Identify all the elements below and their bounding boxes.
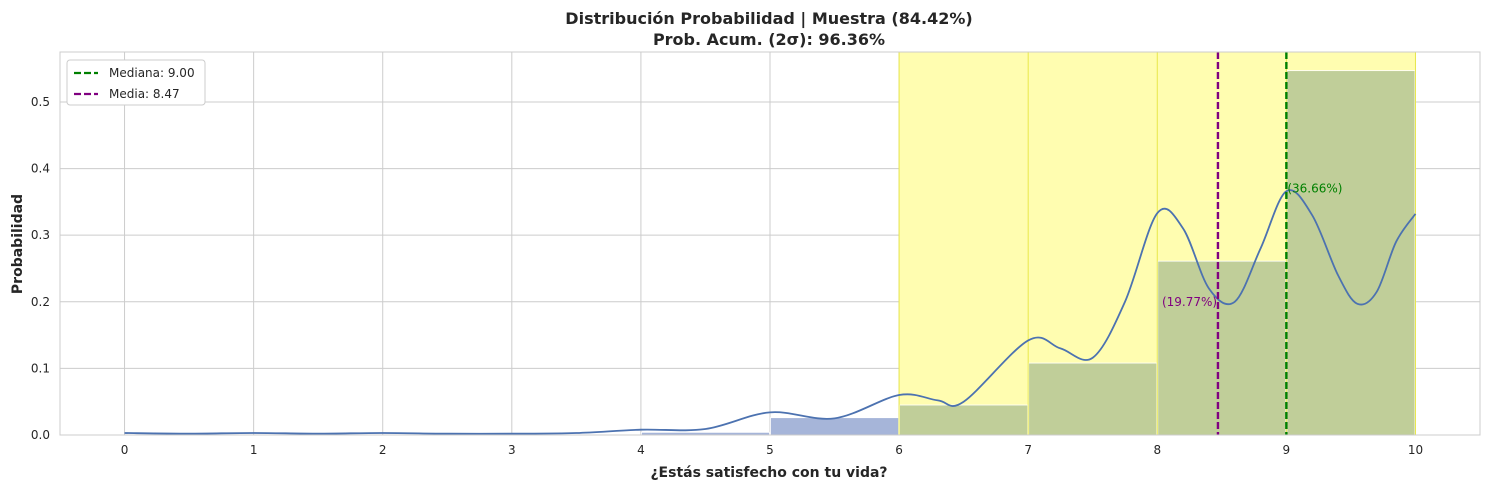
histogram-bar [1157,260,1287,436]
y-tick-label: 0.5 [31,95,50,109]
chart-title: Distribución Probabilidad | Muestra (84.… [565,9,972,29]
mean-annotation: (19.77%) [1162,295,1217,309]
x-tick-label: 2 [379,443,387,457]
legend-mean-label: Media: 8.47 [109,87,180,101]
x-tick-label: 0 [121,443,129,457]
legend-median-label: Mediana: 9.00 [109,66,195,80]
x-tick-label: 7 [1024,443,1032,457]
x-tick-label: 5 [766,443,774,457]
plot-area: (36.66%) (19.77%) 0 1 2 3 4 5 6 7 8 9 10 0.0 0.1 0.2 0.3… [31,51,1481,457]
x-tick-label: 4 [637,443,645,457]
plot-frame [59,51,1481,436]
x-tick-label: 9 [1283,443,1291,457]
histogram-bar [770,417,899,436]
kde-curve [124,189,1417,435]
y-tick-label: 0.3 [31,228,50,242]
y-tick-label: 0.2 [31,295,50,309]
x-tick-label: 10 [1408,443,1423,457]
legend: Mediana: 9.00 Media: 8.47 [66,59,206,106]
x-tick-label: 3 [508,443,516,457]
y-tick-label: 0.4 [31,162,50,176]
chart-subtitle: Prob. Acum. (2σ): 96.36% [653,30,885,49]
x-tick-label: 6 [895,443,903,457]
x-tick-label: 8 [1153,443,1161,457]
x-axis-label: ¿Estás satisfecho con tu vida? [650,465,887,481]
y-tick-label: 0.1 [31,361,50,375]
x-tick-label: 1 [250,443,258,457]
histogram-bar [1028,362,1158,436]
legend-box [66,59,206,106]
histogram-bar [1286,70,1416,436]
histogram-bar [899,404,1029,436]
median-annotation: (36.66%) [1287,182,1342,196]
y-tick-label: 0.0 [31,428,50,442]
y-axis-label: Probabilidad [10,194,26,294]
